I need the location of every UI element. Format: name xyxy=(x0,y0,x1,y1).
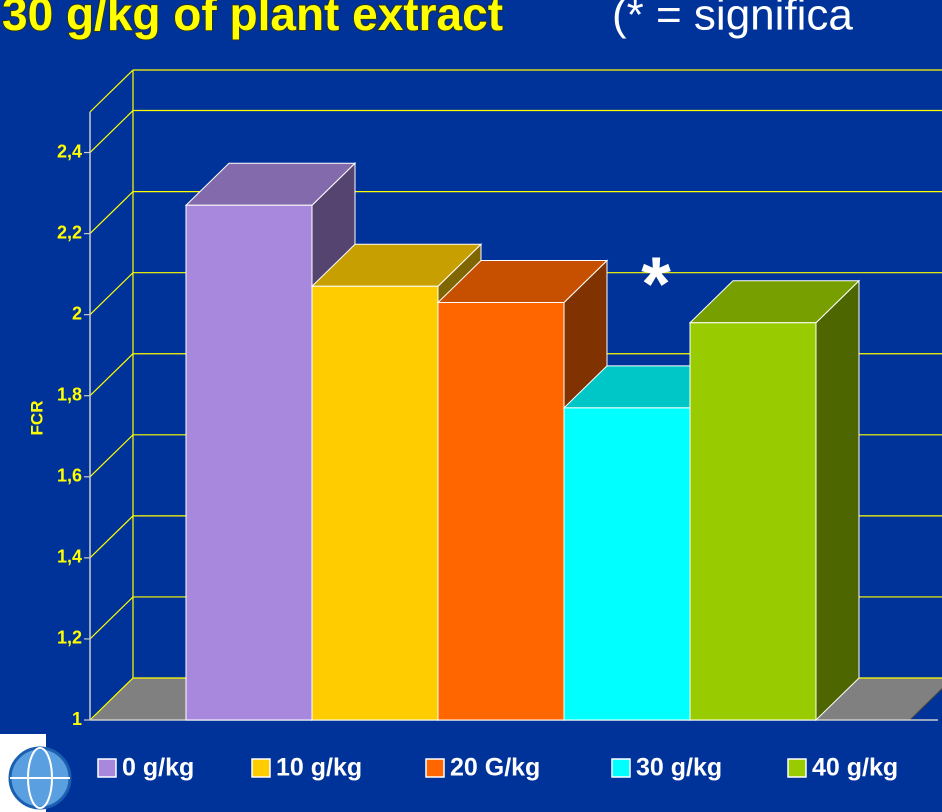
legend-label: 40 g/kg xyxy=(812,754,898,782)
grid-line-side xyxy=(89,353,134,397)
legend-swatch xyxy=(97,758,117,778)
legend-swatch xyxy=(425,758,445,778)
bar xyxy=(311,285,439,721)
logo xyxy=(0,734,72,812)
grid-line-side xyxy=(89,515,134,559)
chart-title-note: (* = significa xyxy=(612,0,853,40)
y-tick-label: 2,4 xyxy=(57,141,82,161)
grid-line-side xyxy=(89,191,134,235)
bar-side xyxy=(815,279,860,722)
annotation: * xyxy=(641,242,671,327)
legend-swatch xyxy=(251,758,271,778)
grid-line-side xyxy=(89,272,134,316)
grid-line-side xyxy=(89,110,134,153)
legend-swatch xyxy=(611,758,631,778)
y-tick-label: 2 xyxy=(72,303,82,323)
legend-swatch xyxy=(787,758,807,778)
legend-label: 20 G/kg xyxy=(450,754,540,782)
y-tick-label: 1,6 xyxy=(57,466,82,486)
grid-line-side xyxy=(89,434,134,478)
bar xyxy=(185,204,313,721)
grid-line-side xyxy=(89,677,134,721)
y-tick-label: 1,8 xyxy=(57,384,82,404)
bar xyxy=(689,322,817,721)
bar xyxy=(563,407,691,721)
y-tick-label: 1 xyxy=(72,709,82,729)
legend-label: 30 g/kg xyxy=(636,754,722,782)
legend-label: 10 g/kg xyxy=(276,754,362,782)
y-axis-label: FCR xyxy=(27,401,46,436)
bar xyxy=(437,302,565,721)
chart-title: 30 g/kg of plant extract xyxy=(2,0,503,40)
legend-label: 0 g/kg xyxy=(122,754,194,782)
y-tick-label: 1,4 xyxy=(57,547,82,567)
wall-diag xyxy=(89,69,134,113)
grid-line-side xyxy=(89,596,134,640)
y-tick-label: 2,2 xyxy=(57,222,82,242)
y-tick-label: 1,2 xyxy=(57,628,82,648)
